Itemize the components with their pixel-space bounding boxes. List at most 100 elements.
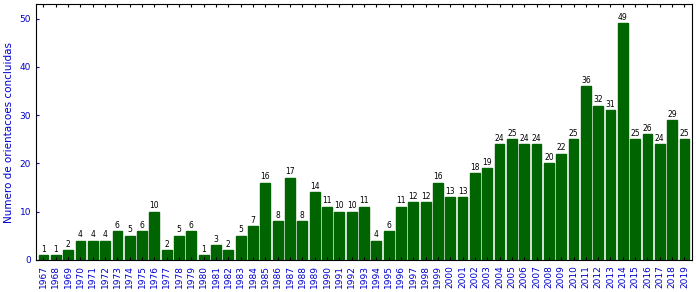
Bar — [482, 168, 492, 260]
Bar — [470, 173, 480, 260]
Y-axis label: Numero de orientacoes concluidas: Numero de orientacoes concluidas — [4, 41, 14, 223]
Text: 12: 12 — [421, 192, 430, 201]
Bar — [606, 110, 615, 260]
Bar — [667, 120, 677, 260]
Text: 22: 22 — [556, 143, 566, 152]
Bar — [347, 212, 356, 260]
Text: 10: 10 — [335, 201, 344, 210]
Bar — [581, 86, 591, 260]
Bar — [236, 236, 246, 260]
Bar — [630, 139, 640, 260]
Bar — [223, 250, 233, 260]
Bar — [569, 139, 578, 260]
Bar — [409, 202, 418, 260]
Bar — [88, 241, 97, 260]
Bar — [125, 236, 135, 260]
Bar — [679, 139, 689, 260]
Text: 6: 6 — [140, 220, 145, 230]
Bar — [322, 207, 332, 260]
Text: 6: 6 — [386, 220, 391, 230]
Text: 32: 32 — [594, 95, 603, 104]
Text: 24: 24 — [655, 134, 665, 143]
Bar — [285, 178, 295, 260]
Bar — [199, 255, 209, 260]
Bar — [372, 241, 381, 260]
Bar — [63, 250, 73, 260]
Bar — [187, 231, 196, 260]
Text: 16: 16 — [433, 172, 443, 181]
Bar — [310, 192, 319, 260]
Text: 2: 2 — [65, 240, 70, 249]
Bar — [433, 183, 443, 260]
Bar — [556, 154, 566, 260]
Bar — [507, 139, 517, 260]
Text: 4: 4 — [103, 230, 108, 239]
Bar — [38, 255, 49, 260]
Text: 11: 11 — [322, 197, 332, 206]
Bar — [150, 212, 159, 260]
Bar — [420, 202, 431, 260]
Text: 18: 18 — [470, 163, 480, 172]
Text: 36: 36 — [581, 76, 591, 85]
Text: 12: 12 — [409, 192, 418, 201]
Text: 5: 5 — [127, 225, 132, 234]
Text: 19: 19 — [482, 158, 492, 167]
Text: 25: 25 — [679, 129, 689, 138]
Bar — [532, 144, 541, 260]
Text: 25: 25 — [507, 129, 516, 138]
Bar — [655, 144, 665, 260]
Text: 24: 24 — [532, 134, 541, 143]
Text: 2: 2 — [226, 240, 231, 249]
Text: 49: 49 — [618, 13, 628, 22]
Text: 25: 25 — [631, 129, 640, 138]
Text: 29: 29 — [667, 110, 677, 119]
Text: 24: 24 — [495, 134, 505, 143]
Bar — [396, 207, 406, 260]
Text: 1: 1 — [54, 245, 58, 254]
Bar — [297, 221, 307, 260]
Bar — [445, 197, 455, 260]
Bar — [383, 231, 393, 260]
Bar — [76, 241, 86, 260]
Bar — [359, 207, 369, 260]
Text: 24: 24 — [519, 134, 529, 143]
Text: 17: 17 — [285, 168, 295, 176]
Text: 26: 26 — [642, 124, 652, 133]
Text: 5: 5 — [238, 225, 243, 234]
Bar — [273, 221, 283, 260]
Bar — [248, 226, 258, 260]
Bar — [260, 183, 270, 260]
Bar — [618, 23, 628, 260]
Text: 1: 1 — [41, 245, 46, 254]
Text: 4: 4 — [90, 230, 95, 239]
Bar — [161, 250, 172, 260]
Text: 20: 20 — [544, 153, 553, 162]
Text: 7: 7 — [251, 216, 255, 225]
Text: 11: 11 — [396, 197, 406, 206]
Text: 1: 1 — [201, 245, 206, 254]
Bar — [334, 212, 345, 260]
Bar — [642, 135, 652, 260]
Text: 6: 6 — [115, 220, 120, 230]
Text: 10: 10 — [150, 201, 159, 210]
Text: 8: 8 — [300, 211, 305, 220]
Bar — [544, 164, 554, 260]
Text: 2: 2 — [164, 240, 169, 249]
Text: 13: 13 — [458, 187, 468, 196]
Bar — [137, 231, 147, 260]
Text: 13: 13 — [445, 187, 455, 196]
Text: 14: 14 — [310, 182, 319, 191]
Text: 10: 10 — [347, 201, 356, 210]
Bar — [593, 105, 603, 260]
Text: 8: 8 — [276, 211, 280, 220]
Bar — [211, 246, 221, 260]
Bar — [458, 197, 468, 260]
Text: 25: 25 — [569, 129, 578, 138]
Text: 5: 5 — [177, 225, 182, 234]
Bar — [174, 236, 184, 260]
Text: 4: 4 — [374, 230, 379, 239]
Text: 31: 31 — [606, 100, 615, 109]
Bar — [113, 231, 122, 260]
Text: 3: 3 — [214, 235, 219, 244]
Bar — [519, 144, 529, 260]
